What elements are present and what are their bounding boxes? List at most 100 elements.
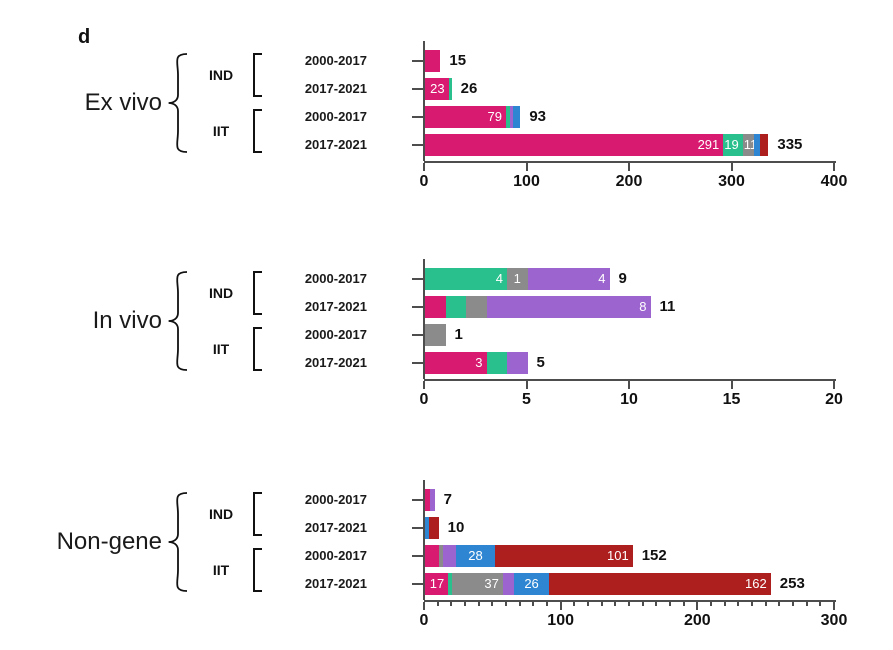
y-axis-tick [412, 144, 425, 146]
bar-segment-blue [513, 106, 521, 128]
x-axis-tick-label: 300 [718, 173, 745, 190]
period-label: 2017-2021 [304, 355, 367, 370]
x-axis-tick-label: 200 [683, 612, 711, 629]
bar-segment-label: 3 [475, 355, 483, 370]
bar-segment-pink: 23 [425, 78, 449, 100]
y-axis-tick [412, 60, 425, 62]
subgroup-bracket-ind [253, 492, 262, 536]
x-axis-minor-tick [477, 602, 480, 606]
bar-segment-gray [438, 545, 443, 567]
x-axis-minor-tick [436, 602, 439, 606]
period-label: 2000-2017 [304, 109, 367, 124]
x-axis-minor-tick [614, 602, 617, 606]
y-axis-tick [412, 499, 425, 501]
x-axis-tick-label: 15 [722, 391, 741, 408]
period-label: 2000-2017 [304, 548, 367, 563]
bar-segment-blue: 28 [456, 545, 495, 567]
x-axis-minor-tick [682, 602, 685, 606]
x-axis-tick [628, 381, 630, 389]
bar-segment-pink: 291 [425, 134, 724, 156]
bar-segment-pink [425, 50, 441, 72]
x-axis-minor-tick [518, 602, 521, 606]
bar-segment-gray: 11 [742, 134, 757, 156]
bar-segment-label: 28 [468, 548, 483, 563]
bar-segment-label: 101 [607, 548, 629, 563]
x-axis-tick [628, 163, 630, 171]
bar-segment-gray: 1 [507, 268, 528, 290]
x-axis-minor-tick [628, 602, 630, 606]
x-axis-minor-tick [532, 602, 535, 606]
stacked-bar: 3 [425, 352, 528, 374]
y-axis-tick [412, 88, 425, 90]
bar-segment-purple: 8 [486, 296, 651, 318]
bar-total-label: 335 [777, 136, 803, 153]
group-brace [168, 271, 188, 371]
bar-segment-label: 19 [724, 137, 739, 152]
x-axis-tick-label: 10 [620, 391, 638, 408]
bar-row: 2017-2021 8 11 [305, 293, 835, 321]
bar-segment-label: 4 [598, 271, 606, 286]
x-axis-minor-tick [764, 602, 767, 606]
group-label: In vivo [92, 307, 162, 334]
bar-segment-pink: 79 [425, 106, 506, 128]
x-axis-tick [696, 602, 699, 610]
x-axis-minor-tick [710, 602, 712, 606]
bar-segment-label: 1 [513, 271, 521, 286]
bar-segment-teal [445, 296, 466, 318]
group-brace [168, 492, 188, 592]
bar-row: 2000-2017 28 101 152 [305, 542, 835, 570]
bar-total-label: 10 [447, 519, 465, 536]
y-axis-tick [412, 583, 425, 585]
bar-row: 2017-2021 291 19 11 335 [305, 131, 835, 159]
x-axis-minor-tick [573, 602, 576, 606]
period-label: 2017-2021 [304, 137, 367, 152]
chart-non-gene: Non-gene IND IIT 2000-2017 7 2017-2021 10 2000-… [0, 480, 893, 641]
plot-rows: 2000-2017 4 1 4 9 2017-2021 8 11 2000-2017 1 2017-… [305, 265, 835, 377]
period-label: 2017-2021 [304, 576, 367, 591]
y-axis-line [423, 259, 425, 379]
bar-total-label: 11 [659, 298, 676, 315]
x-axis-minor-tick [464, 602, 466, 606]
x-axis-minor-tick [641, 602, 644, 606]
x-axis: 0 100 200 300 [420, 600, 847, 638]
x-axis: 0 5 10 15 20 [420, 379, 843, 417]
y-axis-tick [412, 362, 425, 364]
x-axis-minor-tick [505, 602, 507, 606]
bar-segment-purple [430, 489, 435, 511]
bar-total-label: 152 [641, 547, 667, 564]
bar-segment-purple [507, 352, 528, 374]
bar-segment-darkred: 162 [549, 573, 771, 595]
bar-segment-label: 23 [430, 81, 445, 96]
chart-ex-vivo: Ex vivo IND IIT 2000-2017 15 2017-2021 23 26 200… [0, 41, 893, 202]
x-axis-tick [833, 381, 835, 389]
x-axis-tick-label: 0 [419, 391, 429, 408]
bar-segment-darkred: 101 [494, 545, 633, 567]
stacked-bar [425, 50, 441, 72]
chart-in-vivo: In vivo IND IIT 2000-2017 4 1 4 9 2017-2021 8 11 20… [0, 259, 893, 420]
bar-row: 2017-2021 23 26 [305, 75, 835, 103]
x-axis-minor-tick [655, 602, 658, 606]
x-axis-minor-tick [737, 602, 740, 606]
bar-segment-label: 162 [745, 576, 767, 591]
bar-segment-teal [486, 352, 507, 374]
stacked-bar [425, 324, 446, 346]
bar-segment-darkred [760, 134, 769, 156]
period-label: 2000-2017 [304, 53, 367, 68]
y-axis-tick [412, 555, 425, 557]
stacked-bar: 79 [425, 106, 521, 128]
x-axis-minor-tick [805, 602, 808, 606]
bar-segment-purple: 4 [527, 268, 610, 290]
y-axis-tick [412, 306, 425, 308]
stacked-bar: 17 37 26 162 [425, 573, 771, 595]
bar-segment-gray [466, 296, 487, 318]
x-axis-tick-label: 100 [547, 612, 574, 629]
bar-segment-label: 79 [487, 109, 502, 124]
subgroup-bracket-ind [253, 271, 262, 315]
subgroup-label-ind: IND [208, 285, 234, 301]
plot-rows: 2000-2017 7 2017-2021 10 2000-2017 28 101 152 20… [305, 486, 835, 598]
bar-segment-purple [510, 106, 514, 128]
x-axis-tick [525, 381, 528, 389]
bar-segment-pink [425, 489, 431, 511]
bar-row: 2000-2017 4 1 4 9 [305, 265, 835, 293]
stacked-bar [425, 489, 435, 511]
